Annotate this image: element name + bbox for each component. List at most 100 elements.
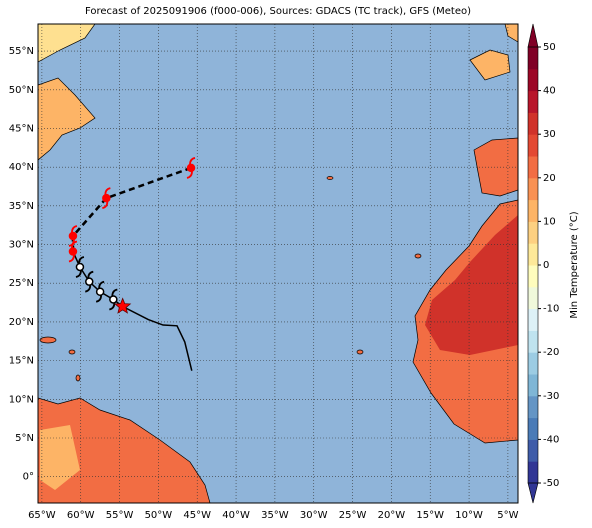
storm-arm (68, 239, 75, 247)
y-tick-label: 5°N (15, 433, 34, 444)
storm-arm (85, 285, 92, 293)
island (356, 349, 364, 355)
x-tick-label: 5°W (497, 510, 518, 521)
colorbar-tick-label: 50 (543, 42, 556, 53)
colorbar-band (528, 156, 538, 179)
colorbar-tick-label: -20 (543, 347, 559, 358)
colorbar-band (528, 308, 538, 331)
colorbar-band (528, 68, 538, 92)
current-position (114, 297, 132, 314)
y-tick-label: 30°N (9, 240, 34, 251)
y-tick-label: 45°N (9, 123, 34, 134)
island (414, 253, 422, 259)
colorbar-band (528, 177, 538, 201)
storm-eye (186, 163, 196, 173)
colorbar-extend (527, 482, 539, 504)
colorbar-band (528, 90, 538, 113)
storm-arm (71, 225, 78, 233)
storm-arm (98, 280, 105, 289)
x-tick-label: 35°W (261, 510, 289, 521)
colorbar-band (528, 199, 538, 222)
y-tick-label: 25°N (9, 278, 34, 289)
storm-eye (68, 247, 78, 256)
island (326, 176, 334, 180)
x-tick-label: 45°W (183, 510, 211, 521)
colorbar-band (528, 47, 538, 70)
x-tick-label: 15°W (416, 510, 444, 521)
storm-eye (95, 287, 105, 296)
south-america-highland (40, 425, 80, 490)
iceland (469, 49, 511, 81)
colorbar-band (528, 395, 538, 419)
storm-arm (68, 254, 75, 263)
storm-eye (68, 231, 78, 241)
storm-symbol (85, 270, 94, 293)
colorbar-tick-label: 20 (543, 173, 556, 184)
storm-symbol (102, 187, 111, 209)
storm-eye (109, 295, 118, 304)
storm-symbol (75, 256, 85, 278)
storm-arm (189, 157, 196, 165)
x-tick-label: 25°W (339, 510, 367, 521)
sahara (425, 215, 518, 355)
storm-symbol (95, 280, 105, 303)
y-tick-label: 40°N (9, 162, 34, 173)
y-tick-label: 20°N (9, 317, 34, 328)
x-tick-label: 30°W (300, 510, 328, 521)
x-tick-label: 40°W (222, 510, 250, 521)
colorbar-band (528, 352, 538, 375)
y-tick-label: 55°N (9, 46, 34, 57)
storm-symbol (186, 157, 196, 179)
colorbar-band (528, 221, 538, 244)
storm-arm (111, 288, 118, 297)
colorbar-tick-label: 10 (543, 216, 556, 227)
storm-arm (102, 201, 109, 209)
y-tick-label: 10°N (9, 394, 34, 405)
colorbar-band (528, 286, 538, 310)
x-tick-label: 55°W (106, 510, 134, 521)
x-tick-label: 20°W (378, 510, 406, 521)
colorbar-band (528, 330, 538, 353)
storm-arm (186, 171, 193, 179)
y-tick-label: 0° (23, 472, 34, 483)
island (68, 349, 76, 355)
island (75, 374, 81, 382)
storm-arm (95, 295, 103, 303)
colorbar-band (528, 112, 538, 135)
colorbar-band (528, 461, 538, 484)
y-tick-label: 50°N (9, 85, 34, 96)
colorbar-band (528, 243, 538, 266)
track-line (71, 166, 192, 252)
storm-arm (87, 270, 94, 279)
colorbar-band (528, 417, 538, 440)
colorbar-band (528, 374, 538, 397)
colorbar-tick-label: 30 (543, 129, 556, 140)
storm-eye (85, 277, 94, 286)
storm-eye (102, 193, 111, 203)
island (39, 336, 57, 344)
storm-arm (104, 187, 111, 195)
y-tick-label: 35°N (9, 201, 34, 212)
x-tick-label: 50°W (145, 510, 173, 521)
colorbar-extend (527, 23, 539, 48)
colorbar-band (528, 265, 538, 288)
storm-arm (75, 270, 82, 278)
track-line (122, 305, 193, 371)
map-frame (37, 23, 519, 504)
colorbar-label: Min Temperature (°C) (569, 211, 580, 318)
colorbar-tick-label: 0 (543, 260, 549, 271)
uk (504, 24, 518, 43)
colorbar-tick-label: -50 (543, 478, 559, 489)
colorbar-band (528, 439, 538, 462)
colorbar-tick-label: -10 (543, 304, 559, 315)
y-tick-label: 15°N (9, 356, 34, 367)
colorbar-band (528, 134, 538, 157)
storm-symbol (68, 225, 78, 247)
x-tick-label: 60°W (67, 510, 95, 521)
colorbar-tick-label: -40 (543, 434, 559, 445)
title: Forecast of 2025091906 (f000-006), Sourc… (85, 6, 471, 17)
colorbar-tick-label: 40 (543, 86, 556, 97)
colorbar-tick-label: -30 (543, 391, 559, 402)
iberia (473, 137, 518, 197)
